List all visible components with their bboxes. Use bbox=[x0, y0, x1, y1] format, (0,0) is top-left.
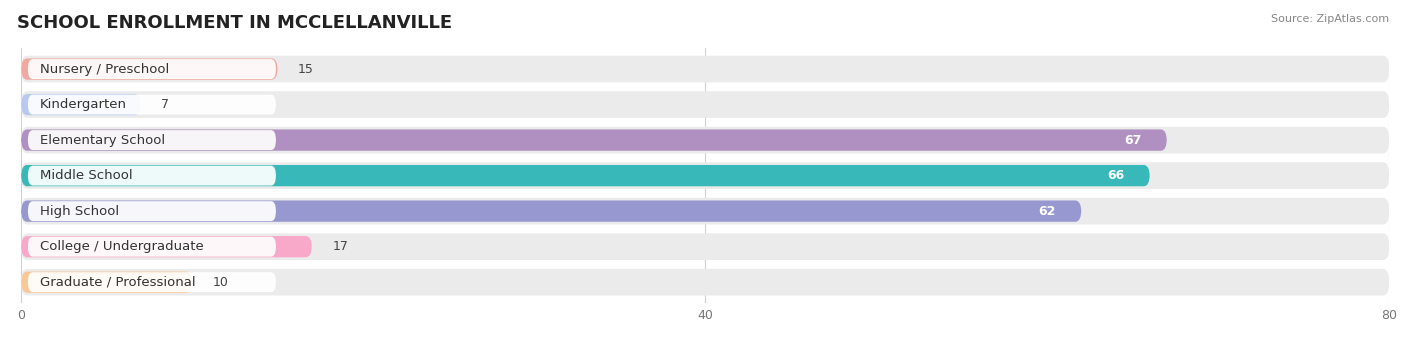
FancyBboxPatch shape bbox=[21, 271, 193, 293]
Text: Nursery / Preschool: Nursery / Preschool bbox=[39, 62, 169, 76]
Text: Middle School: Middle School bbox=[39, 169, 132, 182]
Text: College / Undergraduate: College / Undergraduate bbox=[39, 240, 204, 253]
FancyBboxPatch shape bbox=[28, 59, 276, 79]
Text: 67: 67 bbox=[1123, 134, 1142, 147]
Text: SCHOOL ENROLLMENT IN MCCLELLANVILLE: SCHOOL ENROLLMENT IN MCCLELLANVILLE bbox=[17, 14, 451, 32]
FancyBboxPatch shape bbox=[21, 201, 1081, 222]
FancyBboxPatch shape bbox=[21, 269, 1389, 296]
FancyBboxPatch shape bbox=[21, 165, 1150, 186]
FancyBboxPatch shape bbox=[21, 130, 1167, 151]
Text: Source: ZipAtlas.com: Source: ZipAtlas.com bbox=[1271, 14, 1389, 24]
FancyBboxPatch shape bbox=[28, 237, 276, 256]
FancyBboxPatch shape bbox=[28, 201, 276, 221]
Text: Graduate / Professional: Graduate / Professional bbox=[39, 276, 195, 289]
FancyBboxPatch shape bbox=[21, 127, 1389, 153]
FancyBboxPatch shape bbox=[21, 233, 1389, 260]
Text: 10: 10 bbox=[212, 276, 229, 289]
Text: 7: 7 bbox=[162, 98, 169, 111]
Text: 15: 15 bbox=[298, 62, 314, 76]
FancyBboxPatch shape bbox=[21, 91, 1389, 118]
FancyBboxPatch shape bbox=[28, 166, 276, 186]
Text: 17: 17 bbox=[332, 240, 349, 253]
FancyBboxPatch shape bbox=[21, 162, 1389, 189]
Text: 66: 66 bbox=[1107, 169, 1123, 182]
FancyBboxPatch shape bbox=[21, 56, 1389, 83]
FancyBboxPatch shape bbox=[21, 236, 312, 257]
Text: High School: High School bbox=[39, 205, 120, 218]
Text: Elementary School: Elementary School bbox=[39, 134, 165, 147]
FancyBboxPatch shape bbox=[28, 272, 276, 292]
FancyBboxPatch shape bbox=[21, 94, 141, 115]
Text: 62: 62 bbox=[1038, 205, 1056, 218]
Text: Kindergarten: Kindergarten bbox=[39, 98, 127, 111]
FancyBboxPatch shape bbox=[28, 130, 276, 150]
FancyBboxPatch shape bbox=[28, 94, 276, 115]
FancyBboxPatch shape bbox=[21, 198, 1389, 224]
FancyBboxPatch shape bbox=[21, 58, 277, 80]
